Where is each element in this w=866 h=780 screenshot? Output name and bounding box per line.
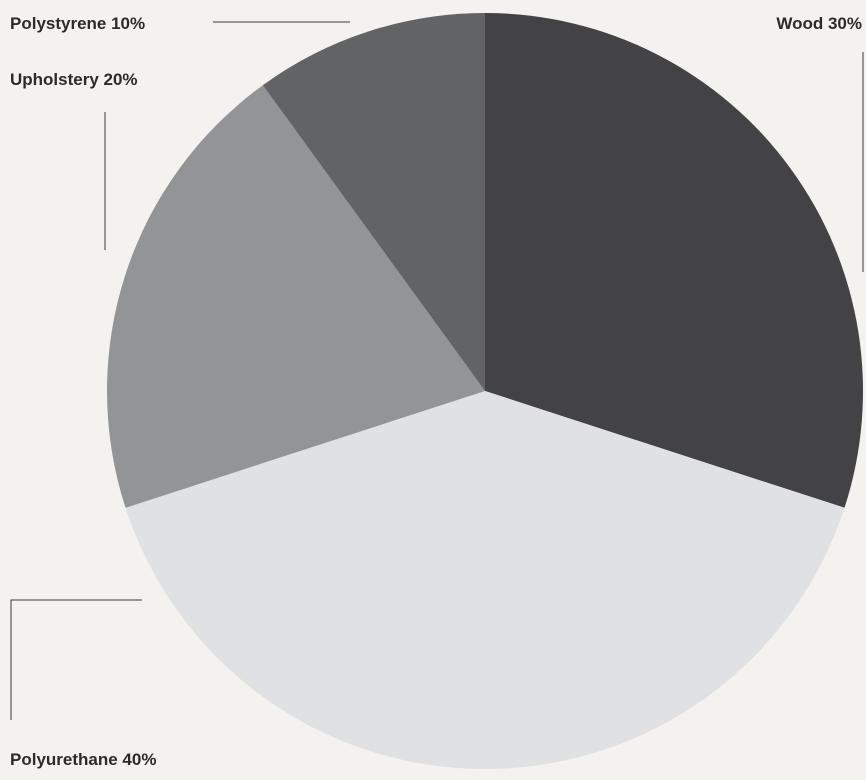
pie-slice-upholstery (106, 85, 485, 508)
label-wood: Wood 30% (776, 14, 862, 33)
label-upholstery: Upholstery 20% (10, 70, 138, 89)
pie-slice-polyurethane (125, 391, 845, 770)
label-polystyrene: Polystyrene 10% (10, 14, 146, 33)
leader-line-polyurethane (10, 599, 142, 720)
label-polyurethane: Polyurethane 40% (10, 750, 157, 769)
pie-slice-wood (485, 13, 864, 508)
pie-slice-polystyrene (262, 13, 485, 391)
